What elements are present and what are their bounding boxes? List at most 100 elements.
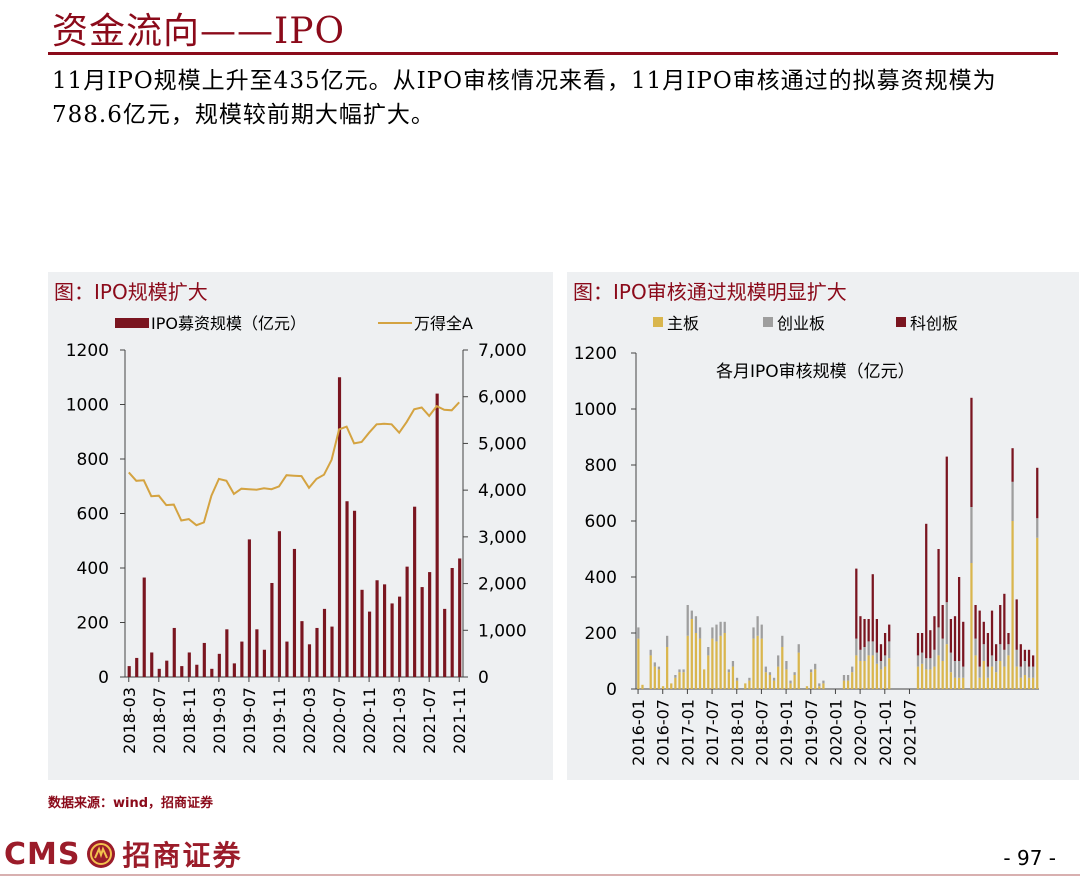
main-board-bar bbox=[789, 683, 792, 689]
star-market-bar bbox=[941, 605, 944, 639]
main-board-bar bbox=[962, 677, 965, 689]
chart-panel-ipo-scale: 图：IPO规模扩大 IPO募资规模（亿元） 万得全A 0 200 400 600 800 10… bbox=[48, 272, 553, 780]
ipo-bar bbox=[142, 577, 146, 677]
y-tick-label-right: 4,000 bbox=[478, 481, 527, 501]
page-description: 11月IPO规模上升至435亿元。从IPO审核情况来看，11月IPO审核通过的拟… bbox=[52, 68, 997, 128]
chinext-bar bbox=[916, 655, 920, 667]
chinext-bar bbox=[715, 624, 718, 642]
star-market-bar bbox=[945, 456, 948, 603]
ipo-bar bbox=[322, 608, 327, 677]
ipo-bar bbox=[405, 566, 409, 677]
ipo-bar bbox=[435, 393, 439, 677]
ipo-bar bbox=[247, 539, 251, 677]
main-board-bar bbox=[637, 638, 640, 689]
star-market-bar bbox=[990, 610, 994, 656]
main-board-bar bbox=[867, 655, 870, 689]
main-board-bar bbox=[846, 680, 850, 689]
x-tick-label: 2020-07 bbox=[851, 699, 870, 766]
x-tick-label: 2019-07 bbox=[802, 699, 821, 766]
ipo-bar bbox=[225, 629, 229, 677]
chinext-bar bbox=[920, 652, 924, 664]
main-board-bar bbox=[723, 633, 726, 689]
y-tick-label-left: 600 bbox=[77, 505, 109, 525]
x-tick-label: 2016-01 bbox=[629, 699, 648, 766]
ipo-bar bbox=[428, 572, 432, 677]
chinext-bar bbox=[1007, 644, 1010, 656]
y-tick-label-left: 200 bbox=[77, 614, 109, 634]
chinext-bar bbox=[682, 669, 685, 673]
main-board-bar bbox=[772, 680, 776, 689]
y-tick-label: 400 bbox=[585, 568, 617, 588]
star-market-bar bbox=[1011, 448, 1014, 482]
chinext-bar bbox=[994, 661, 998, 673]
main-board-bar bbox=[690, 619, 693, 689]
x-tick-label: 2018-07 bbox=[752, 699, 771, 766]
star-market-bar bbox=[859, 616, 862, 650]
y-tick-label-left: 400 bbox=[77, 559, 109, 579]
chinext-bar bbox=[735, 677, 739, 681]
x-tick-label: 2016-07 bbox=[654, 699, 673, 766]
main-board-bar bbox=[715, 641, 718, 689]
chinext-bar bbox=[657, 666, 661, 670]
main-board-bar bbox=[657, 669, 661, 689]
main-board-bar bbox=[756, 635, 759, 689]
x-tick-label: 2021-11 bbox=[450, 687, 469, 754]
ipo-bar bbox=[367, 611, 372, 677]
main-board-bar bbox=[764, 672, 767, 689]
footer-divider bbox=[0, 874, 1080, 876]
main-board-bar bbox=[781, 647, 784, 689]
main-board-bar bbox=[653, 666, 656, 689]
chinext-bar bbox=[941, 638, 944, 661]
star-market-bar bbox=[1032, 655, 1035, 667]
chinext-bar bbox=[748, 677, 751, 681]
chinext-bar bbox=[1011, 481, 1014, 521]
main-board-bar bbox=[686, 635, 689, 689]
chinext-bar bbox=[1032, 666, 1035, 678]
chinext-bar bbox=[888, 641, 891, 659]
title-divider bbox=[48, 52, 1058, 55]
y-tick-label-right: 0 bbox=[478, 668, 489, 688]
x-tick-label: 2021-01 bbox=[876, 699, 895, 766]
main-board-bar bbox=[822, 683, 825, 689]
y-tick-label-left: 0 bbox=[98, 668, 109, 688]
main-board-bar bbox=[978, 677, 981, 689]
chinext-bar bbox=[949, 652, 953, 673]
main-board-bar bbox=[674, 677, 677, 689]
ipo-bar bbox=[172, 627, 176, 677]
ipo-bar bbox=[180, 666, 184, 677]
chinext-bar bbox=[678, 669, 681, 673]
legend-label-0: 主板 bbox=[667, 314, 699, 333]
star-market-bar bbox=[949, 619, 953, 653]
y-tick-label: 1000 bbox=[574, 400, 617, 420]
main-board-bar bbox=[727, 672, 730, 689]
ipo-bar bbox=[187, 652, 191, 677]
ipo-bar bbox=[157, 668, 161, 677]
chinext-bar bbox=[962, 666, 965, 678]
main-board-bar bbox=[1027, 677, 1031, 689]
main-board-bar bbox=[994, 672, 998, 689]
legend-swatch-ipo bbox=[115, 318, 149, 328]
main-board-bar bbox=[945, 644, 948, 689]
ipo-bar bbox=[135, 657, 139, 677]
chart-title-ipo-scale: 图：IPO规模扩大 bbox=[54, 280, 208, 304]
chinext-bar bbox=[851, 666, 854, 673]
main-board-bar bbox=[1003, 666, 1006, 689]
main-board-bar bbox=[851, 672, 854, 689]
ipo-bar bbox=[277, 531, 282, 677]
main-board-bar bbox=[883, 666, 887, 689]
chinext-bar bbox=[879, 661, 883, 670]
main-board-bar bbox=[982, 661, 985, 689]
ipo-bar bbox=[150, 652, 154, 677]
star-market-bar bbox=[863, 619, 866, 647]
ipo-bar bbox=[420, 587, 424, 677]
main-board-bar bbox=[875, 663, 879, 689]
chinext-bar bbox=[1036, 518, 1039, 538]
star-market-bar bbox=[957, 577, 961, 661]
main-board-bar bbox=[698, 638, 702, 689]
x-tick-label: 2018-11 bbox=[180, 687, 199, 754]
chart-title-ipo-approval: 图：IPO审核通过规模明显扩大 bbox=[573, 280, 847, 304]
star-market-bar bbox=[1015, 599, 1018, 650]
ipo-bar bbox=[337, 377, 342, 677]
main-board-bar bbox=[748, 680, 751, 689]
main-board-bar bbox=[777, 666, 780, 689]
